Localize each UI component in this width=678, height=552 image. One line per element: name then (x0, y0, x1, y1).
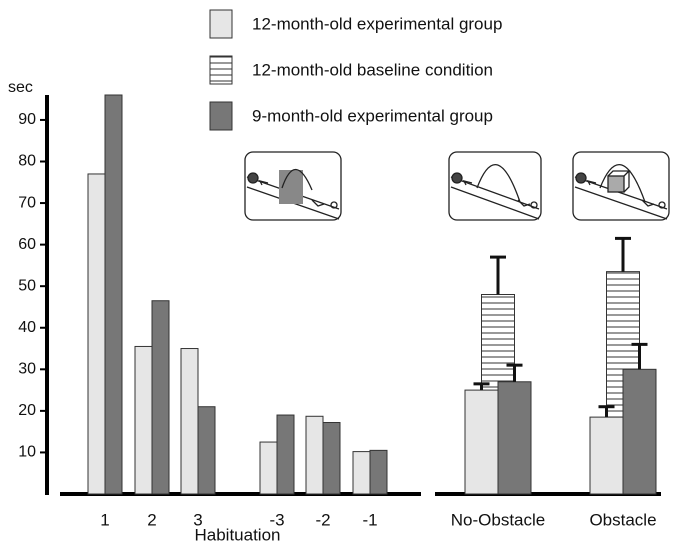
y-tick-label: 80 (18, 153, 36, 170)
bar (152, 301, 169, 494)
bar (306, 416, 323, 494)
bar (88, 174, 105, 494)
icon-obstacle-habituation (245, 152, 341, 220)
bar (277, 415, 294, 494)
y-tick-label: 40 (18, 319, 36, 336)
x-axis-label: Habituation (194, 525, 280, 544)
legend-swatch (210, 56, 232, 84)
x-tick-label: 2 (147, 510, 156, 529)
legend-label: 12-month-old experimental group (252, 14, 502, 33)
icon-obstacle (573, 152, 669, 220)
y-tick-label: 70 (18, 194, 36, 211)
legend-swatch (210, 10, 232, 38)
icon-no-obstacle (449, 152, 541, 220)
y-tick-label: 50 (18, 277, 36, 294)
bar (465, 390, 498, 494)
legend-swatch (210, 102, 232, 130)
x-tick-label: No-Obstacle (451, 510, 545, 529)
bar (323, 423, 340, 494)
legend-label: 12-month-old baseline condition (252, 60, 493, 79)
y-tick-label: 60 (18, 236, 36, 253)
bar (623, 369, 656, 494)
bar (590, 417, 623, 494)
bar (198, 407, 215, 494)
x-tick-label: 1 (100, 510, 109, 529)
y-tick-label: 20 (18, 402, 36, 419)
y-tick-label: 10 (18, 444, 36, 461)
y-tick-label: 90 (18, 111, 36, 128)
y-axis-label: sec (8, 79, 33, 96)
chart: sec 10 20 30 40 50 60 70 80 90 12-month-old exper… (0, 0, 678, 547)
bar (105, 95, 122, 494)
bar (353, 452, 370, 494)
x-tick-label: -2 (315, 510, 330, 529)
bar (260, 442, 277, 494)
bar (370, 450, 387, 494)
x-tick-label: Obstacle (589, 510, 656, 529)
bar (181, 349, 198, 494)
bar (135, 346, 152, 494)
legend-label: 9-month-old experimental group (252, 106, 493, 125)
y-tick-label: 30 (18, 361, 36, 378)
x-tick-label: -1 (362, 510, 377, 529)
bar (498, 382, 531, 494)
